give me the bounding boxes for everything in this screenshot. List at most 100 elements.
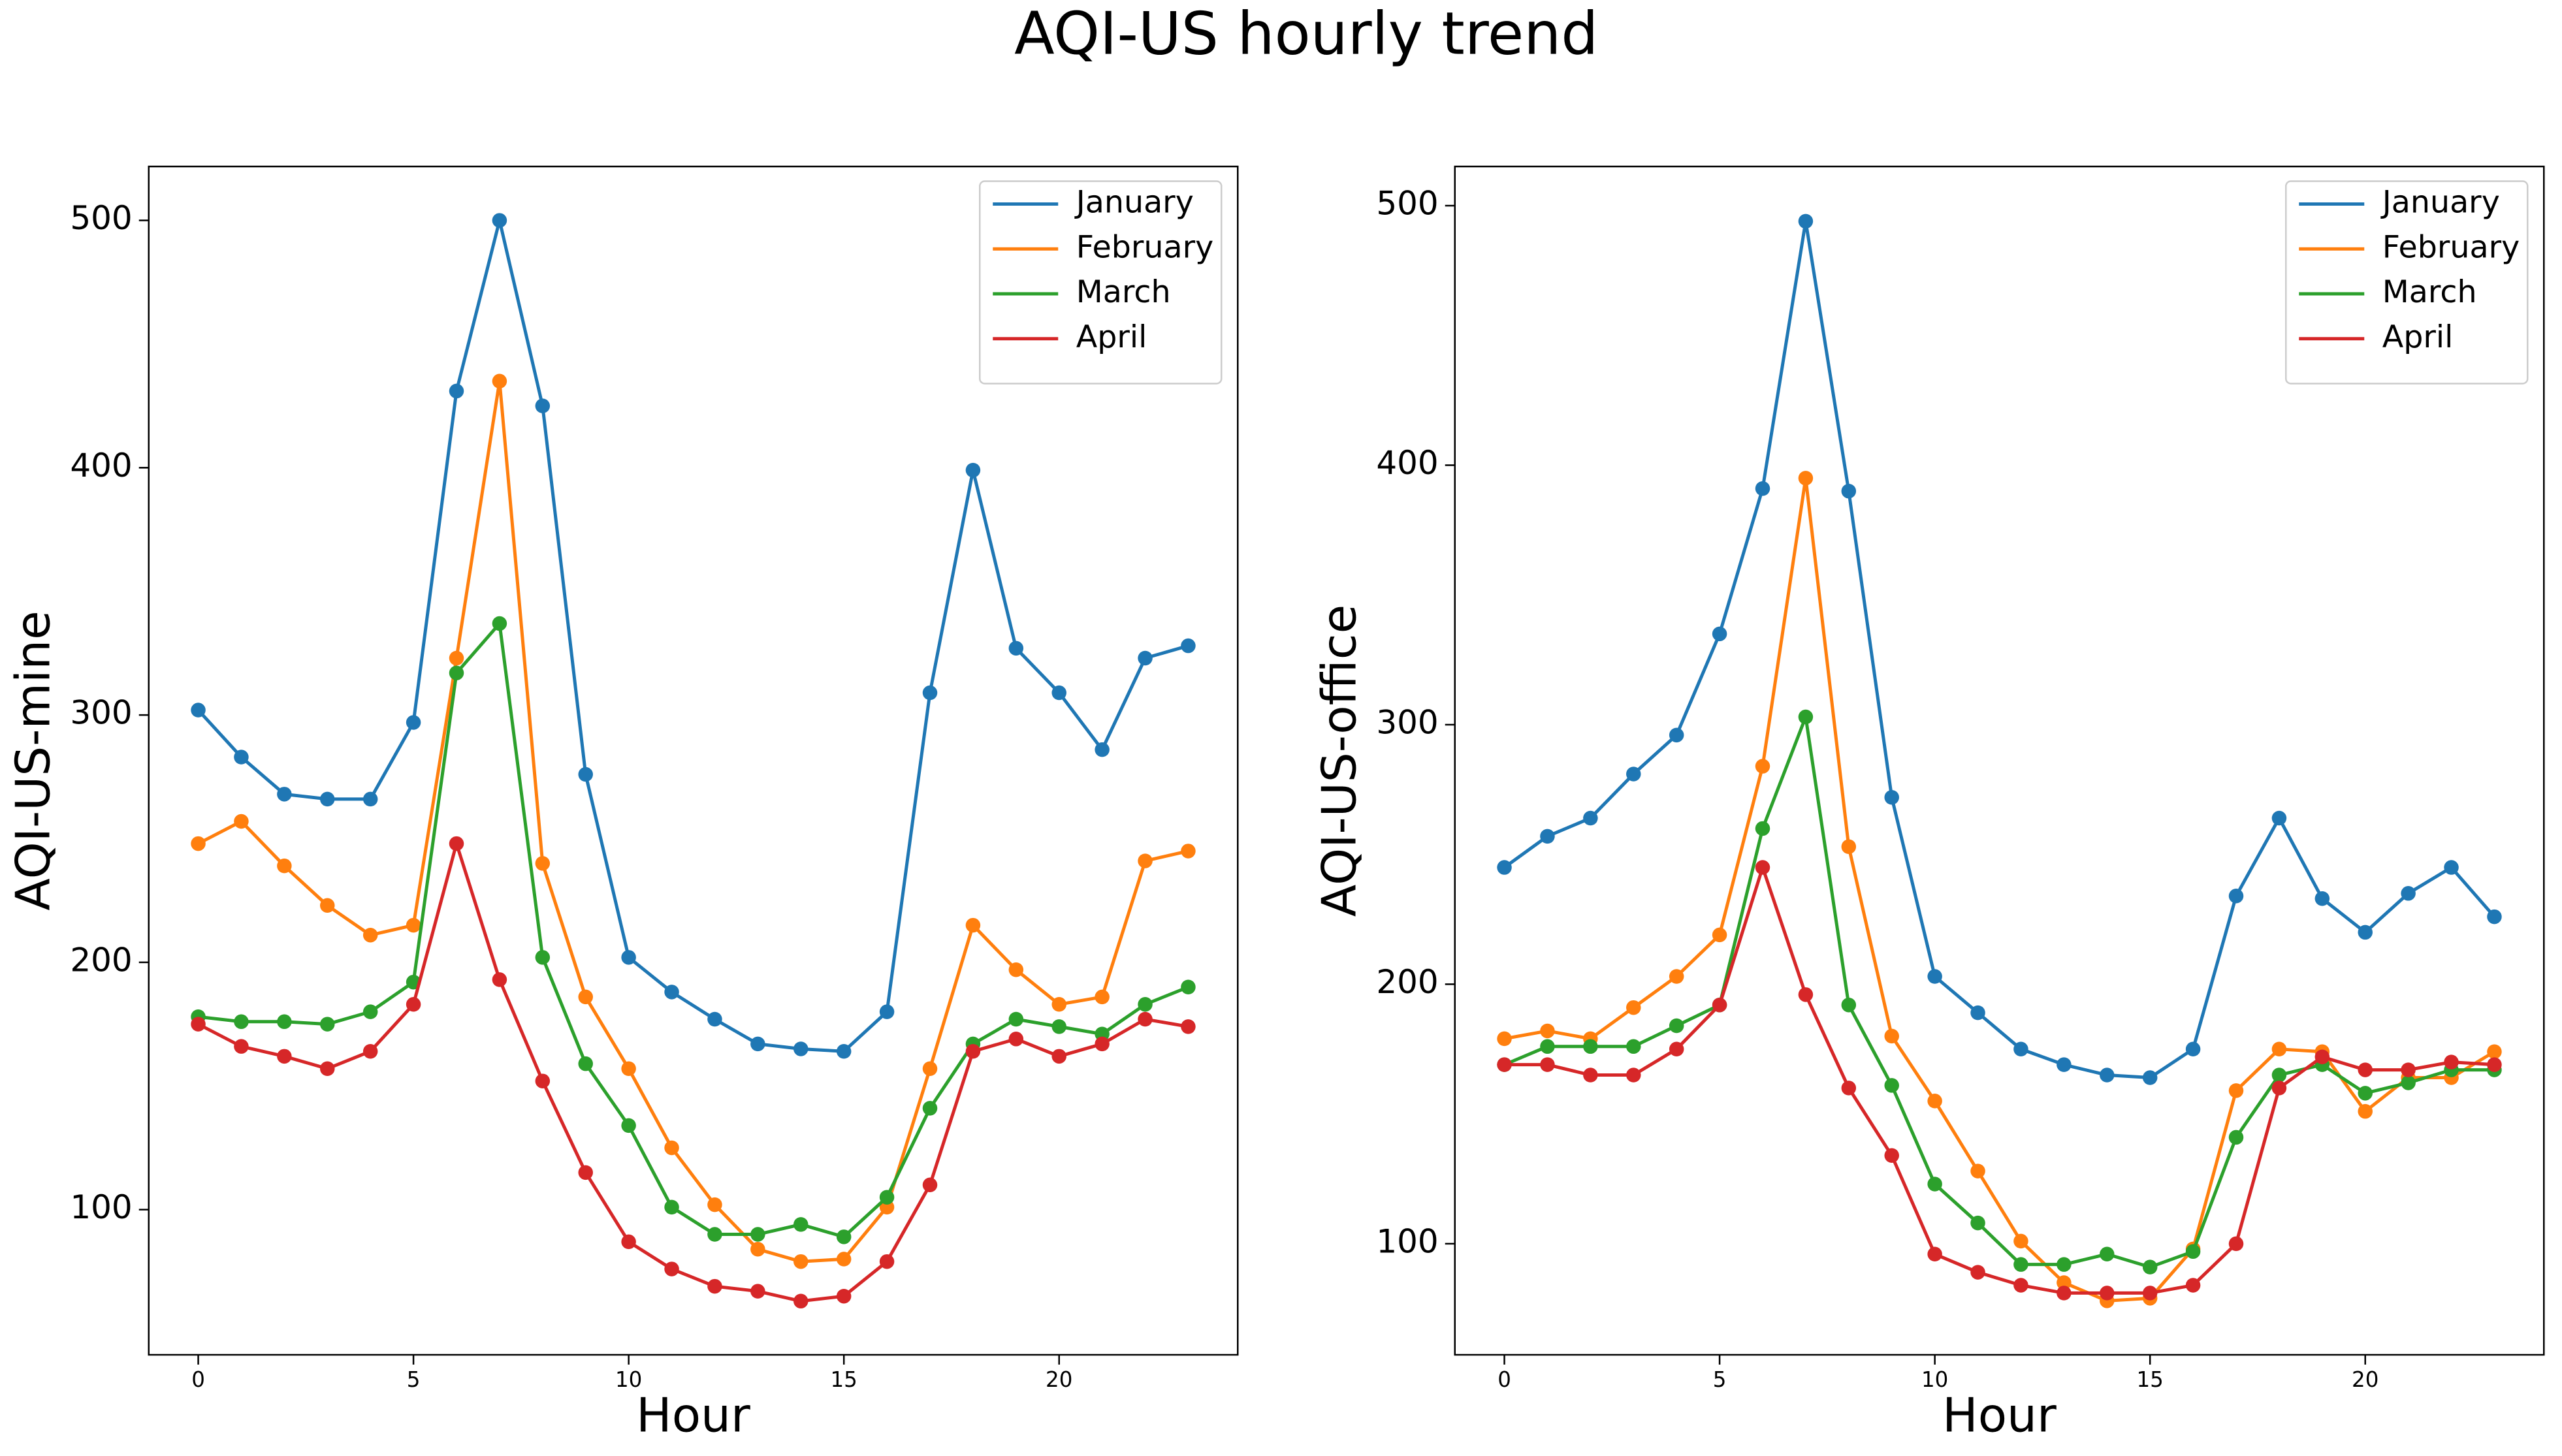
data-point <box>2358 925 2373 940</box>
series-line <box>197 838 1189 1303</box>
data-point <box>836 1288 852 1304</box>
x-tick-label: 20 <box>2352 1367 2378 1392</box>
data-point <box>1583 1068 1598 1083</box>
data-point <box>449 383 464 399</box>
data-point <box>1927 969 1942 984</box>
data-point <box>2057 1286 2072 1301</box>
y-tick-label: 300 <box>1376 703 1438 741</box>
data-point <box>750 1284 765 1299</box>
data-point <box>1626 1039 1641 1054</box>
data-point <box>879 1254 895 1269</box>
data-point <box>750 1227 765 1242</box>
y-tick-label: 200 <box>1376 963 1438 1001</box>
data-point <box>621 1061 636 1077</box>
data-point <box>1497 1031 1512 1047</box>
data-point <box>492 213 507 228</box>
data-point <box>362 1004 378 1019</box>
data-point <box>535 856 551 871</box>
data-point <box>1712 626 1727 642</box>
data-point <box>1669 1018 1684 1034</box>
data-point <box>406 997 421 1012</box>
data-point <box>1540 1039 1555 1054</box>
data-point <box>492 616 507 631</box>
data-point <box>2185 1041 2201 1057</box>
data-point <box>2100 1246 2115 1262</box>
data-point <box>277 858 292 874</box>
data-point <box>1540 1057 1555 1072</box>
data-point <box>1583 1039 1598 1054</box>
data-point <box>1051 997 1066 1012</box>
y-tick-label: 500 <box>1376 185 1438 223</box>
data-point <box>320 898 335 913</box>
data-point <box>406 715 421 730</box>
series-line <box>1504 862 2495 1295</box>
x-axis-label: Hour <box>1942 1389 2057 1444</box>
data-point <box>879 1004 895 1019</box>
data-point <box>2142 1286 2158 1301</box>
data-point <box>793 1293 809 1309</box>
data-point <box>2142 1259 2158 1274</box>
data-point <box>2401 886 2416 901</box>
data-point <box>234 1039 249 1054</box>
data-point <box>1095 989 1110 1005</box>
data-point <box>492 972 507 987</box>
data-point <box>1497 860 1512 875</box>
data-point <box>578 989 593 1005</box>
y-tick-label: 200 <box>70 941 132 979</box>
data-point <box>965 462 981 478</box>
data-point <box>2401 1075 2416 1090</box>
data-point <box>1008 1032 1024 1047</box>
y-tick-label: 400 <box>1376 444 1438 482</box>
axes-frame <box>1454 165 2545 1356</box>
data-point <box>1841 839 1857 855</box>
data-point <box>1884 1078 1899 1093</box>
data-point <box>234 750 249 765</box>
data-point <box>535 398 551 413</box>
data-point <box>1626 767 1641 782</box>
data-point <box>664 1261 679 1276</box>
x-tick-label: 20 <box>1046 1367 1072 1392</box>
axes: 100 200 300 400 500 0 5 10 15 20 Hour AQI-US-office… <box>1312 165 2545 1444</box>
data-point <box>664 1140 679 1156</box>
data-point <box>191 1017 206 1032</box>
data-point <box>1755 481 1770 496</box>
data-point <box>234 1014 249 1030</box>
series-line <box>197 381 1189 1263</box>
data-point <box>621 1118 636 1133</box>
data-point <box>1138 1011 1153 1027</box>
data-point <box>1712 927 1727 943</box>
data-point <box>2013 1278 2028 1293</box>
series-line <box>1504 477 2495 1303</box>
legend-label: March <box>2382 274 2477 310</box>
data-point <box>2487 1044 2502 1060</box>
data-point <box>578 767 593 782</box>
data-point <box>707 1197 722 1212</box>
data-point <box>2358 1103 2373 1119</box>
data-point <box>2228 1130 2244 1145</box>
data-point <box>1798 471 1814 486</box>
data-point <box>1181 1019 1196 1034</box>
data-point <box>362 1043 378 1059</box>
data-point <box>1095 742 1110 757</box>
figure-title: AQI-US hourly trend <box>1014 0 1598 68</box>
data-point <box>277 1049 292 1064</box>
legend-label: April <box>2382 319 2454 355</box>
data-point <box>362 927 378 943</box>
data-point <box>2185 1244 2201 1259</box>
data-point <box>965 917 981 933</box>
x-tick-label: 15 <box>2137 1367 2164 1392</box>
data-point <box>191 836 206 851</box>
x-tick-label: 0 <box>191 1367 205 1392</box>
data-point <box>234 814 249 829</box>
data-point <box>1138 853 1153 868</box>
y-axis-label: AQI-US-mine <box>6 610 61 911</box>
y-tick-label: 500 <box>70 199 132 237</box>
data-point <box>1841 997 1857 1013</box>
data-point <box>1970 1005 1985 1021</box>
legend-label: January <box>2380 185 2500 221</box>
data-point <box>1927 1094 1942 1109</box>
data-point <box>793 1217 809 1232</box>
data-point <box>2314 891 2330 906</box>
data-point <box>1884 1148 1899 1163</box>
